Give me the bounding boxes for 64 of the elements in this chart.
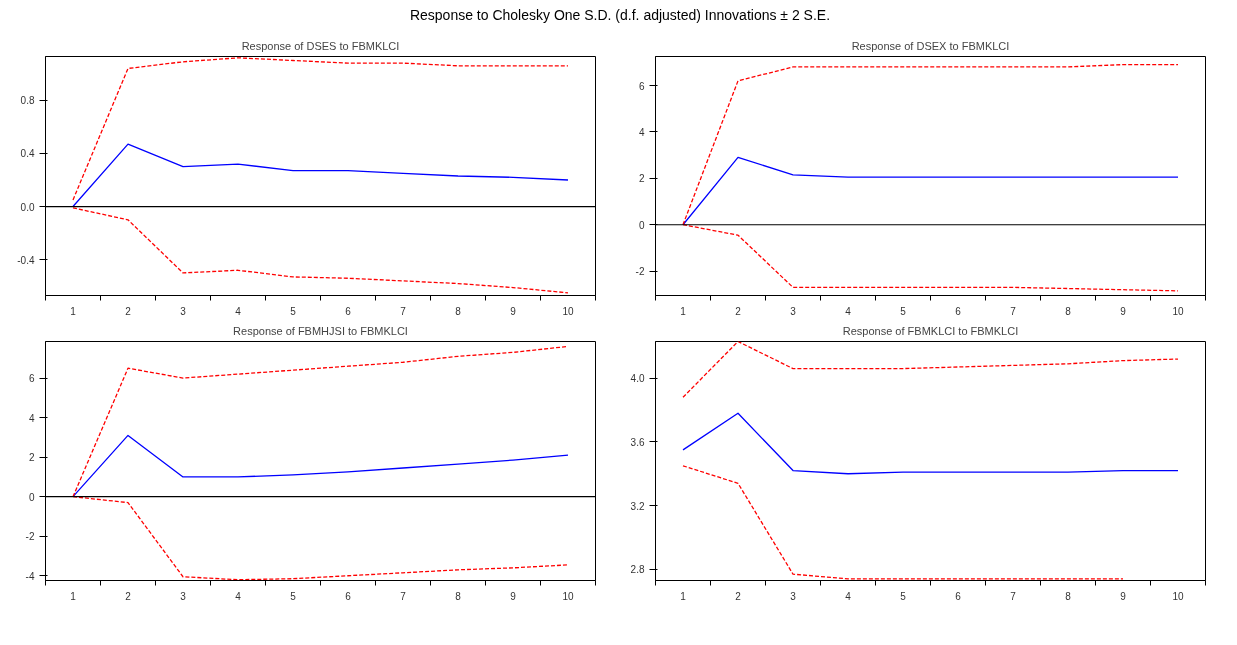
y-tick-label: 2 <box>28 452 35 464</box>
x-tick-label: 3 <box>790 305 797 317</box>
chart-title: Response of DSES to FBMKLCI <box>241 39 400 52</box>
x-tick-label: 6 <box>345 305 352 317</box>
x-tick-label: 2 <box>125 305 132 317</box>
x-tick-label: 2 <box>735 590 742 602</box>
x-tick-label: 5 <box>290 305 297 317</box>
x-tick-label: 1 <box>70 305 77 317</box>
y-tick-label: 3.6 <box>630 436 645 448</box>
y-tick-label: -0.4 <box>17 254 35 266</box>
x-tick-label: 4 <box>235 305 242 317</box>
x-tick-label: 10 <box>562 305 574 317</box>
x-tick-label: 4 <box>845 590 852 602</box>
y-tick-label: 0 <box>638 219 645 231</box>
y-tick-label: 0.0 <box>20 201 35 213</box>
x-tick-label: 1 <box>70 590 77 602</box>
y-tick-label: 4.0 <box>630 373 645 385</box>
x-tick-label: 8 <box>1065 305 1072 317</box>
x-tick-label: 1 <box>680 590 687 602</box>
x-tick-label: 8 <box>1065 590 1072 602</box>
y-tick-label: 6 <box>28 373 35 385</box>
chart-title: Response of FBMHJSI to FBMKLCI <box>233 324 408 337</box>
x-tick-label: 3 <box>790 590 797 602</box>
chart-title: Response of FBMKLCI to FBMKLCI <box>842 324 1019 337</box>
x-tick-label: 1 <box>680 305 687 317</box>
y-tick-label: 0.8 <box>20 95 35 107</box>
y-tick-label: 6 <box>638 80 645 92</box>
x-tick-label: 6 <box>955 590 962 602</box>
x-tick-label: 2 <box>735 305 742 317</box>
x-tick-label: 5 <box>900 590 907 602</box>
x-tick-label: 8 <box>455 305 462 317</box>
x-tick-label: 7 <box>1010 590 1017 602</box>
x-tick-label: 6 <box>955 305 962 317</box>
y-tick-label: -2 <box>25 531 35 543</box>
x-tick-label: 7 <box>1010 305 1017 317</box>
x-tick-label: 5 <box>900 305 907 317</box>
x-tick-label: 4 <box>235 590 242 602</box>
y-tick-label: 2.8 <box>630 564 645 576</box>
y-tick-label: 2 <box>638 173 645 185</box>
x-tick-label: 10 <box>1172 305 1184 317</box>
y-tick-label: 0 <box>28 491 35 503</box>
chart-title: Response of DSEX to FBMKLCI <box>851 39 1010 52</box>
y-tick-label: 4 <box>28 412 35 424</box>
x-tick-label: 3 <box>180 590 187 602</box>
y-tick-label: -2 <box>635 266 645 278</box>
x-tick-label: 9 <box>1120 590 1127 602</box>
x-tick-label: 2 <box>125 590 132 602</box>
x-tick-label: 8 <box>455 590 462 602</box>
y-tick-label: 0.4 <box>20 148 35 160</box>
x-tick-label: 7 <box>400 305 407 317</box>
text: Response to Cholesky One S.D. (d.f. adjusted) Innovations ± 2 S.E. <box>409 6 831 25</box>
y-tick-label: -4 <box>25 570 35 582</box>
x-tick-label: 9 <box>1120 305 1127 317</box>
x-tick-label: 10 <box>1172 590 1184 602</box>
x-tick-label: 10 <box>562 590 574 602</box>
x-tick-label: 3 <box>180 305 187 317</box>
y-tick-label: 3.2 <box>630 500 645 512</box>
x-tick-label: 5 <box>290 590 297 602</box>
x-tick-label: 6 <box>345 590 352 602</box>
y-tick-label: 4 <box>638 126 645 138</box>
x-tick-label: 4 <box>845 305 852 317</box>
x-tick-label: 7 <box>400 590 407 602</box>
x-tick-label: 9 <box>510 305 517 317</box>
x-tick-label: 9 <box>510 590 517 602</box>
